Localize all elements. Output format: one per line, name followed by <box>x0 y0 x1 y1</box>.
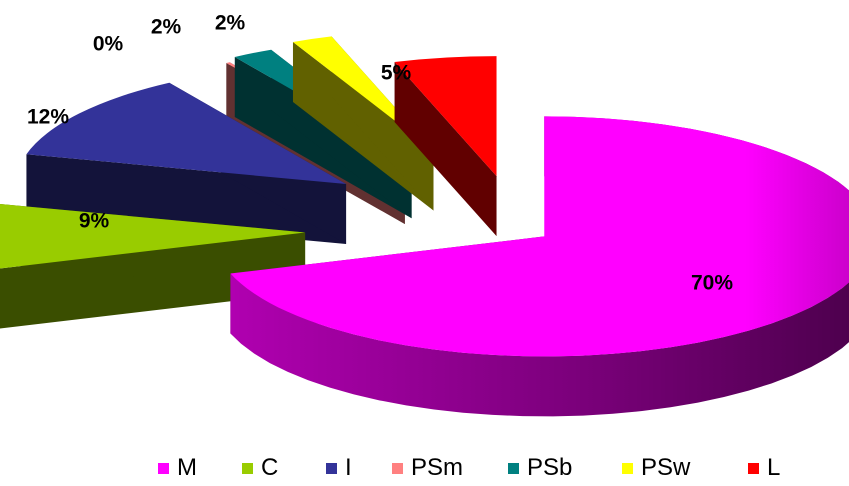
legend-item-psm: PSm <box>392 452 463 484</box>
legend-item-m: M <box>158 452 197 484</box>
legend-item-psb: PSb <box>508 452 572 484</box>
legend-swatch <box>392 462 403 474</box>
pie-slice-m <box>230 116 849 417</box>
pie-slice-l <box>394 56 497 237</box>
legend-swatch <box>622 462 633 474</box>
legend-swatch <box>158 462 169 474</box>
legend-label: L <box>767 454 781 481</box>
legend-swatch <box>242 462 253 474</box>
legend-label: I <box>345 454 352 481</box>
legend-item-psw: PSw <box>622 452 690 484</box>
legend: M C I PSm PSb PSw L <box>150 452 830 484</box>
legend-item-l: L <box>748 452 780 484</box>
data-label-m: 70% <box>691 272 733 295</box>
data-label-psb: 2% <box>151 16 182 39</box>
data-label-psw: 2% <box>215 12 246 35</box>
pie-slice-c <box>0 203 306 329</box>
data-label-c: 9% <box>79 210 110 233</box>
legend-swatch <box>748 462 759 474</box>
legend-item-c: C <box>242 452 278 484</box>
data-label-l: 5% <box>381 62 412 85</box>
legend-swatch <box>508 462 519 474</box>
legend-label: PSb <box>527 454 573 481</box>
legend-label: M <box>177 454 197 481</box>
legend-swatch <box>326 462 337 474</box>
legend-label: PSw <box>641 454 691 481</box>
legend-item-i: I <box>326 452 352 484</box>
legend-label: PSm <box>411 454 464 481</box>
data-label-psm: 0% <box>93 33 124 56</box>
data-label-i: 12% <box>27 106 69 129</box>
legend-label: C <box>261 454 279 481</box>
